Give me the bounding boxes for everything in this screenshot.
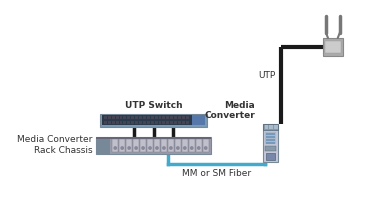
- Circle shape: [121, 147, 123, 149]
- Bar: [133, 139, 139, 151]
- Bar: [154, 120, 157, 124]
- Bar: [174, 120, 177, 124]
- Bar: [135, 120, 138, 124]
- Bar: [123, 115, 126, 119]
- Bar: [112, 120, 115, 124]
- Bar: [186, 120, 189, 124]
- Bar: [161, 139, 167, 151]
- Bar: [265, 132, 276, 144]
- Text: MM or SM Fiber: MM or SM Fiber: [182, 170, 251, 178]
- Bar: [182, 115, 185, 119]
- Bar: [265, 125, 268, 129]
- Bar: [166, 115, 169, 119]
- Bar: [131, 115, 134, 119]
- Bar: [139, 120, 142, 124]
- Bar: [139, 115, 142, 119]
- Bar: [269, 125, 273, 129]
- Circle shape: [128, 147, 130, 149]
- Bar: [116, 115, 119, 119]
- Circle shape: [156, 147, 158, 149]
- Bar: [188, 139, 195, 151]
- Bar: [202, 139, 209, 151]
- Bar: [163, 115, 165, 119]
- Bar: [127, 115, 130, 119]
- Bar: [166, 120, 169, 124]
- Bar: [112, 139, 118, 151]
- Bar: [174, 115, 177, 119]
- Bar: [182, 120, 185, 124]
- Bar: [135, 115, 138, 119]
- Bar: [170, 120, 173, 124]
- Bar: [178, 115, 181, 119]
- FancyBboxPatch shape: [263, 124, 278, 162]
- Bar: [96, 136, 211, 139]
- Bar: [163, 120, 165, 124]
- Bar: [266, 153, 275, 160]
- Circle shape: [198, 147, 200, 149]
- Bar: [266, 142, 275, 144]
- Text: UTP: UTP: [258, 71, 275, 79]
- Bar: [168, 139, 174, 151]
- Circle shape: [135, 147, 137, 149]
- Bar: [158, 120, 161, 124]
- Bar: [170, 115, 173, 119]
- Circle shape: [177, 147, 179, 149]
- Bar: [116, 120, 119, 124]
- Bar: [266, 133, 275, 135]
- Bar: [140, 139, 146, 151]
- FancyBboxPatch shape: [96, 136, 211, 154]
- Bar: [108, 115, 111, 119]
- Bar: [158, 115, 161, 119]
- Bar: [182, 139, 188, 151]
- Bar: [266, 139, 275, 141]
- Bar: [96, 136, 110, 154]
- Bar: [154, 139, 160, 151]
- Bar: [186, 115, 189, 119]
- Bar: [154, 115, 157, 119]
- Bar: [143, 115, 146, 119]
- Bar: [175, 139, 181, 151]
- Circle shape: [170, 147, 172, 149]
- Bar: [120, 115, 123, 119]
- Bar: [147, 139, 153, 151]
- Bar: [192, 115, 205, 125]
- Bar: [104, 120, 107, 124]
- Bar: [127, 120, 130, 124]
- Bar: [143, 120, 146, 124]
- Bar: [195, 139, 202, 151]
- Circle shape: [114, 147, 116, 149]
- FancyBboxPatch shape: [100, 114, 207, 126]
- Circle shape: [163, 147, 165, 149]
- Bar: [126, 139, 132, 151]
- Bar: [178, 120, 181, 124]
- Bar: [151, 115, 154, 119]
- Bar: [147, 115, 150, 119]
- Circle shape: [149, 147, 151, 149]
- Bar: [112, 115, 115, 119]
- Circle shape: [184, 147, 186, 149]
- Bar: [119, 139, 125, 151]
- Bar: [263, 124, 278, 130]
- Bar: [120, 120, 123, 124]
- Circle shape: [142, 147, 144, 149]
- Bar: [102, 115, 192, 125]
- Bar: [151, 120, 154, 124]
- Bar: [147, 120, 150, 124]
- Bar: [123, 120, 126, 124]
- Circle shape: [205, 147, 207, 149]
- Bar: [325, 41, 341, 53]
- Bar: [265, 146, 276, 151]
- FancyBboxPatch shape: [323, 38, 343, 56]
- Bar: [104, 115, 107, 119]
- Circle shape: [191, 147, 193, 149]
- Text: Media
Converter: Media Converter: [204, 101, 255, 120]
- Bar: [108, 120, 111, 124]
- Bar: [131, 120, 134, 124]
- Bar: [274, 125, 278, 129]
- Bar: [266, 136, 275, 138]
- Text: UTP Switch: UTP Switch: [125, 100, 183, 109]
- Text: Media Converter
Rack Chassis: Media Converter Rack Chassis: [17, 135, 92, 155]
